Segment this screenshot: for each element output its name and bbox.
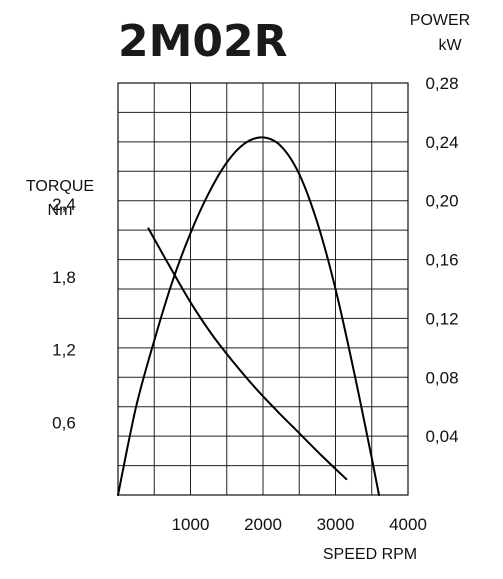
x-axis-label: SPEED RPM: [323, 546, 417, 563]
right-y-tick-label: 0,12: [425, 309, 458, 328]
power-curve: [117, 136, 380, 496]
series-group: [117, 136, 380, 496]
grid: [118, 83, 408, 495]
x-tick-label: 1000: [172, 515, 210, 534]
right-y-tick-label: 0,20: [425, 192, 458, 211]
left-y-tick-label: 2,4: [52, 195, 76, 214]
chart-title: 2M02R: [118, 16, 288, 67]
right-y-tick-label: 0,28: [425, 74, 458, 93]
x-tick-label: 2000: [244, 515, 282, 534]
x-tick-label: 3000: [317, 515, 355, 534]
x-tick-label: 4000: [389, 515, 427, 534]
right-y-tick-label: 0,08: [425, 368, 458, 387]
torque-curve: [147, 227, 348, 481]
plot-frame: [117, 82, 409, 496]
right-axis-label-line2: kW: [438, 37, 462, 54]
right-y-tick-label: 0,16: [425, 251, 458, 270]
left-y-tick-label: 0,6: [52, 413, 76, 432]
left-y-tick-label: 1,8: [52, 268, 76, 287]
right-y-tick-label: 0,04: [425, 427, 458, 446]
left-axis-label-line2: Nm: [48, 202, 73, 219]
tick-labels: 1000 2000 3000 4000 0,6 1,2 1,8 2,4 0,04 0,08 0,12…: [52, 74, 458, 534]
right-axis-label-line1: POWER: [410, 12, 470, 29]
right-y-tick-label: 0,24: [425, 133, 458, 152]
left-y-tick-label: 1,2: [52, 341, 76, 360]
left-axis-label-line1: TORQUE: [26, 178, 94, 195]
